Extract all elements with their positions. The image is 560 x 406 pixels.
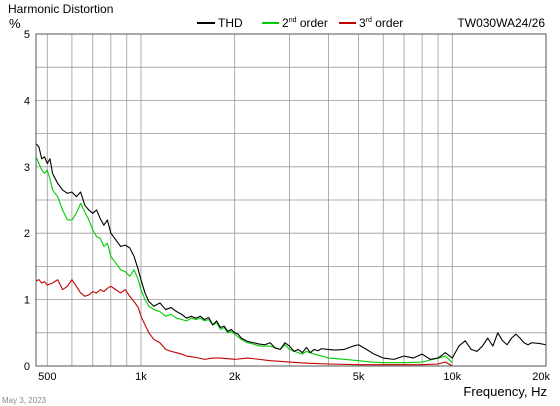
y-tick-label: 5 xyxy=(24,29,30,41)
grid xyxy=(36,34,546,366)
date-label: May 3, 2023 xyxy=(2,396,47,405)
x-tick-label: 20k xyxy=(532,371,550,383)
y-tick-label: 2 xyxy=(24,228,30,240)
x-axis-label: Frequency, Hz xyxy=(463,384,547,399)
x-tick-label: 2k xyxy=(229,371,241,383)
model-label: TW030WA24/26 xyxy=(457,16,545,30)
x-tick-label: 5k xyxy=(353,371,365,383)
axis-ticks: 500 1k 2k 5k 10k 20k 0 1 2 3 4 5 xyxy=(24,29,551,383)
y-axis-label: % xyxy=(9,16,21,31)
series-line-thd xyxy=(35,143,547,360)
y-tick-label: 4 xyxy=(24,95,30,107)
x-tick-label: 500 xyxy=(38,371,56,383)
series-line-3rd-order xyxy=(35,279,453,367)
y-tick-label: 3 xyxy=(24,162,30,174)
legend-label-2nd-order: 2nd order xyxy=(282,16,328,30)
plot-frame xyxy=(35,33,547,367)
legend-label-3rd-order: 3rd order xyxy=(359,16,403,30)
legend-label-thd: THD xyxy=(218,16,243,30)
chart-title: Harmonic Distortion xyxy=(8,2,113,16)
x-tick-label: 10k xyxy=(443,371,461,383)
x-tick-label: 1k xyxy=(135,371,147,383)
series-line-2nd-order xyxy=(35,156,453,364)
y-tick-label: 1 xyxy=(24,295,30,307)
legend: THD 2nd order 3rd order xyxy=(197,16,403,30)
series-layer xyxy=(35,143,547,367)
y-tick-label: 0 xyxy=(24,361,30,373)
